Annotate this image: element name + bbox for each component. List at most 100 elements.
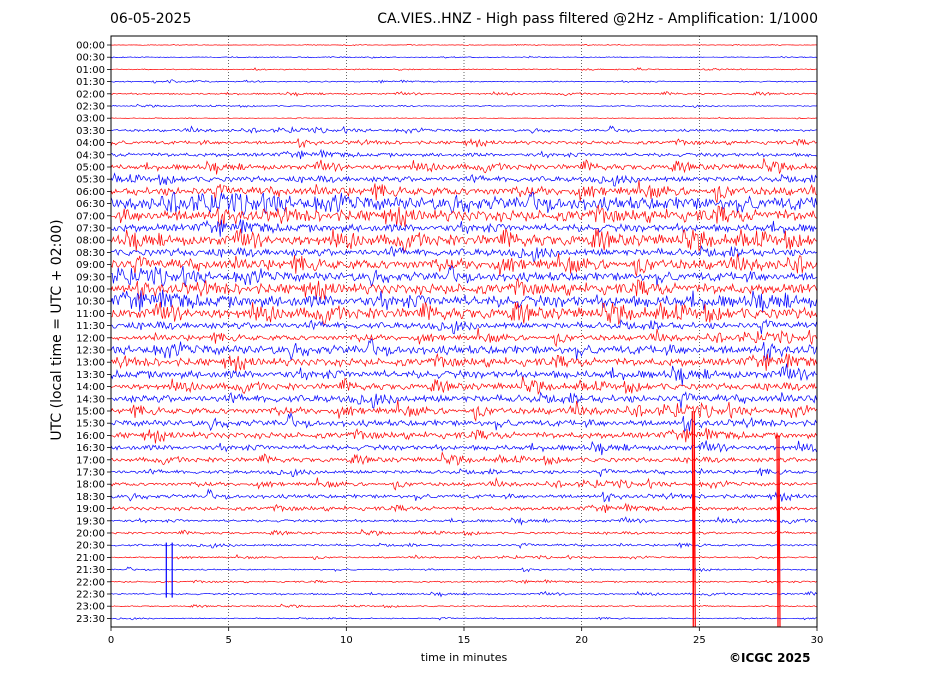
trace-0800	[110, 228, 817, 253]
trace-1630	[110, 440, 817, 456]
y-tick-label: 05:30	[76, 175, 105, 186]
y-tick-label: 06:30	[76, 199, 105, 210]
trace-1730	[110, 467, 817, 478]
y-tick-label: 01:00	[76, 65, 105, 76]
trace-0530	[110, 172, 817, 187]
y-tick-label: 09:30	[76, 272, 105, 283]
y-tick-label: 00:00	[76, 41, 105, 52]
x-tick-label: 10	[340, 635, 353, 646]
y-tick-label: 07:00	[76, 211, 105, 222]
trace-0600	[110, 180, 817, 203]
y-tick-label: 04:30	[76, 150, 105, 161]
trace-0030	[110, 55, 817, 59]
y-tick-label: 16:30	[76, 443, 105, 454]
trace-0430	[110, 148, 817, 160]
y-tick-label: 03:00	[76, 114, 105, 125]
trace-1100	[110, 301, 817, 326]
trace-1000	[110, 278, 817, 301]
spike-2	[691, 410, 696, 628]
trace-0300	[110, 116, 817, 120]
trace-0830	[110, 245, 817, 263]
grid-layer	[228, 36, 700, 627]
trace-2030	[110, 542, 817, 550]
y-tick-label: 18:30	[76, 492, 105, 503]
y-tick-label: 15:30	[76, 419, 105, 430]
trace-1600	[110, 427, 817, 444]
y-tick-label: 08:00	[76, 236, 105, 247]
trace-0930	[110, 264, 817, 288]
trace-1030	[110, 289, 817, 313]
trace-0100	[110, 67, 817, 71]
x-ticks: 0 5 10 15 20 25 30	[108, 627, 824, 646]
y-tick-label: 19:00	[76, 504, 105, 515]
trace-1530	[110, 411, 817, 433]
chart-date: 06-05-2025	[110, 11, 192, 27]
trace-2300	[110, 603, 817, 609]
trace-1900	[110, 502, 817, 513]
chart-title: CA.VIES..HNZ - High pass filtered @2Hz -…	[377, 11, 818, 27]
y-tick-label: 10:00	[76, 285, 105, 296]
trace-1300	[110, 352, 817, 373]
y-tick-label: 10:30	[76, 297, 105, 308]
y-tick-label: 07:30	[76, 224, 105, 235]
trace-2330	[110, 616, 817, 621]
trace-0500	[110, 158, 817, 175]
x-tick-label: 25	[693, 635, 706, 646]
spikes-layer	[165, 410, 781, 628]
y-tick-label: 12:00	[76, 333, 105, 344]
y-tick-label: 11:30	[76, 321, 105, 332]
y-tick-label: 04:00	[76, 138, 105, 149]
y-tick-label: 08:30	[76, 248, 105, 259]
y-tick-label: 16:00	[76, 431, 105, 442]
trace-1800	[110, 477, 817, 491]
trace-0330	[110, 125, 817, 134]
y-tick-label: 12:30	[76, 346, 105, 357]
y-tick-label: 23:30	[76, 614, 105, 625]
x-tick-label: 15	[458, 635, 471, 646]
y-tick-label: 06:00	[76, 187, 105, 198]
y-tick-label: 19:30	[76, 516, 105, 527]
y-tick-label: 22:00	[76, 577, 105, 588]
y-tick-label: 14:00	[76, 382, 105, 393]
y-tick-label: 00:30	[76, 53, 105, 64]
trace-0730	[110, 219, 817, 237]
y-tick-label: 01:30	[76, 77, 105, 88]
y-tick-label: 18:00	[76, 480, 105, 491]
trace-0130	[110, 79, 817, 84]
y-tick-label: 13:00	[76, 358, 105, 369]
traces-layer	[110, 43, 817, 621]
y-tick-label: 21:00	[76, 553, 105, 564]
trace-0700	[110, 204, 817, 228]
x-tick-label: 30	[811, 635, 824, 646]
y-tick-label: 23:00	[76, 602, 105, 613]
trace-1400	[110, 376, 817, 395]
trace-0630	[110, 192, 817, 216]
y-tick-label: 17:00	[76, 455, 105, 466]
y-tick-label: 13:30	[76, 370, 105, 381]
trace-1230	[110, 338, 817, 362]
y-tick-label: 15:00	[76, 407, 105, 418]
x-axis-label: time in minutes	[420, 651, 508, 664]
trace-1200	[110, 327, 817, 348]
trace-0900	[110, 253, 817, 277]
y-tick-label: 20:30	[76, 541, 105, 552]
trace-2000	[110, 528, 817, 537]
trace-1830	[110, 488, 817, 503]
y-tick-label: 21:30	[76, 565, 105, 576]
spike-3	[776, 435, 781, 628]
trace-1500	[110, 399, 817, 423]
plot-frame	[110, 35, 818, 628]
x-tick-label: 5	[225, 635, 231, 646]
trace-1700	[110, 451, 817, 467]
y-tick-label: 20:00	[76, 529, 105, 540]
trace-0230	[110, 103, 817, 108]
y-tick-label: 11:00	[76, 309, 105, 320]
trace-2130	[110, 566, 817, 573]
y-tick-label: 02:30	[76, 102, 105, 113]
y-tick-label: 05:00	[76, 163, 105, 174]
trace-2100	[110, 553, 817, 561]
trace-2200	[110, 579, 817, 585]
trace-1330	[110, 363, 817, 386]
